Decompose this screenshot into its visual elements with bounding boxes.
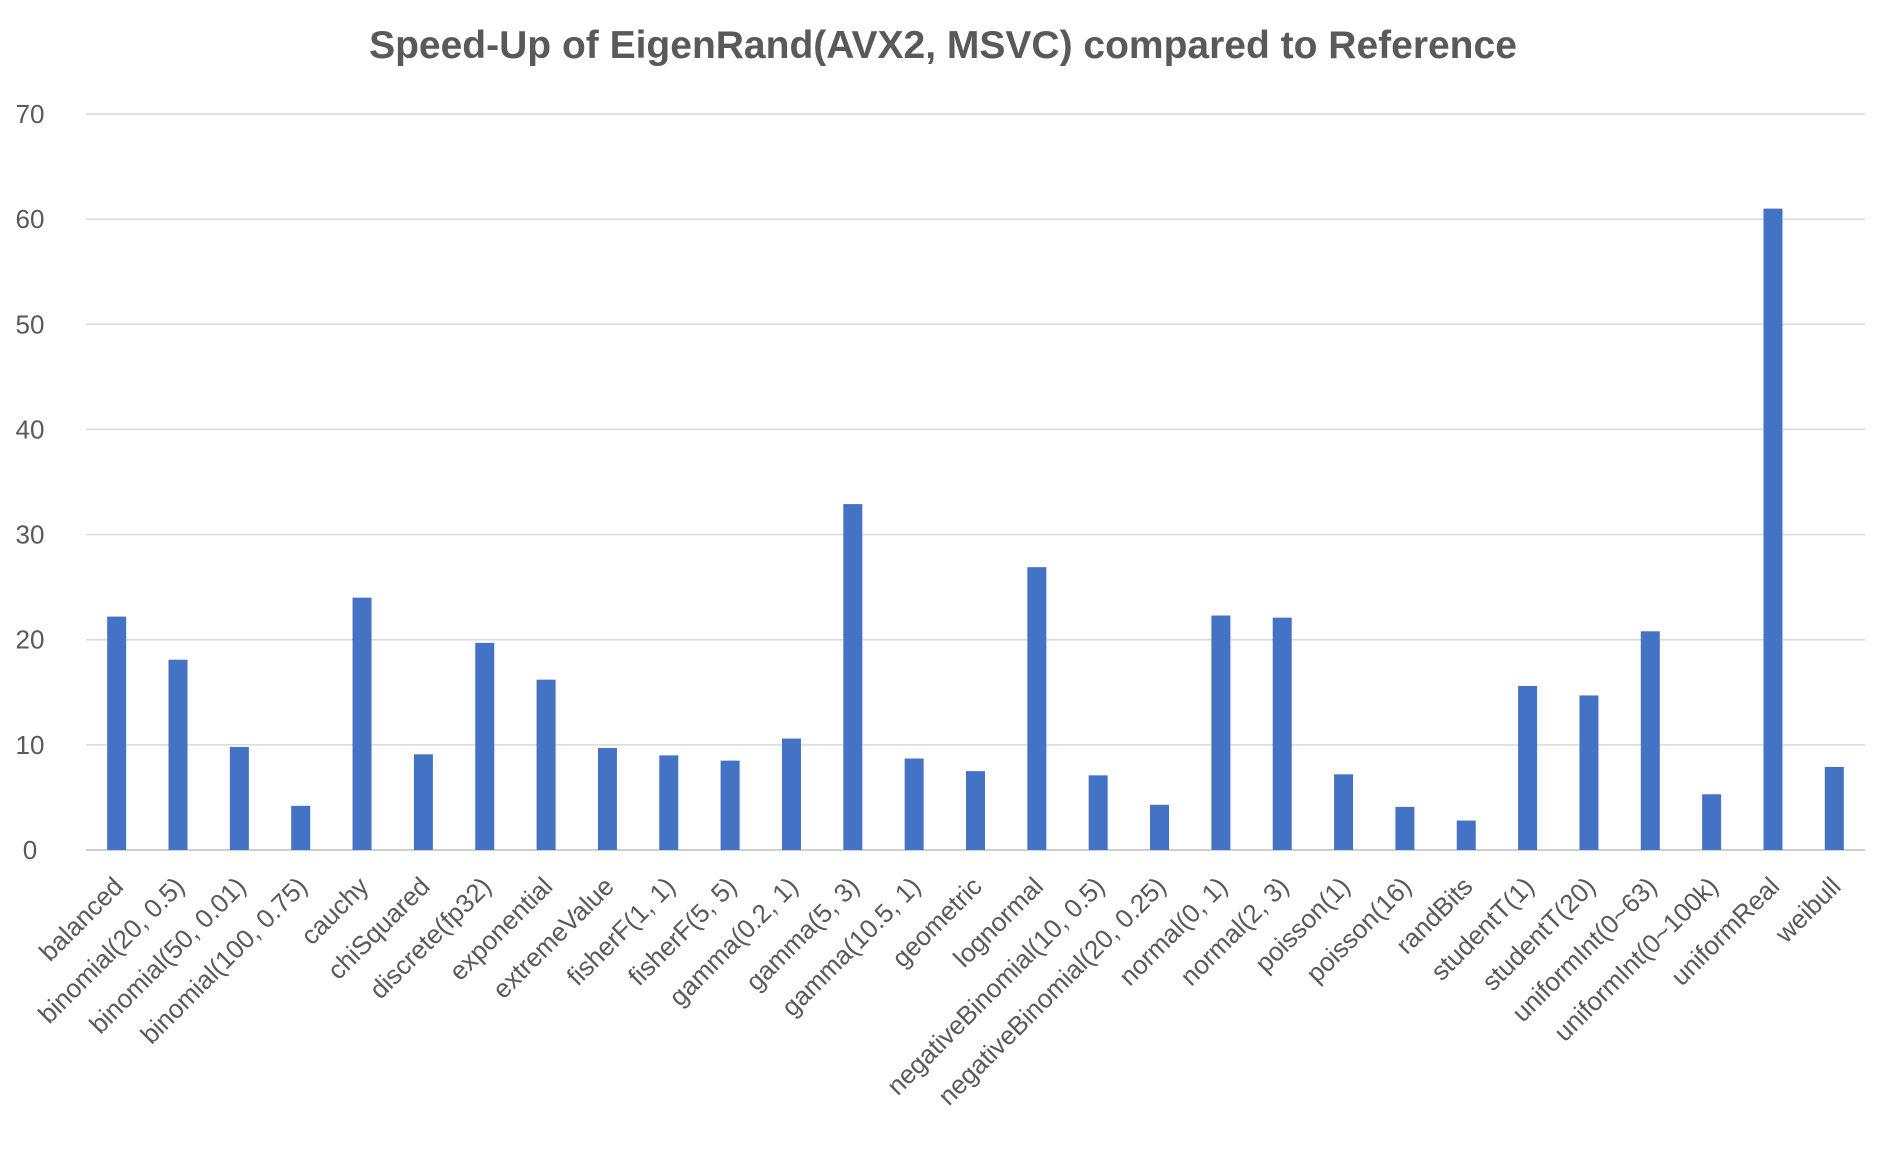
bar	[1395, 806, 1415, 850]
y-tick-label: 50	[16, 309, 45, 339]
bar	[720, 760, 740, 850]
bar	[413, 754, 433, 850]
bar	[1088, 775, 1108, 850]
bar	[291, 805, 311, 850]
x-tick-label: weibull	[1768, 871, 1846, 949]
bar	[1702, 794, 1722, 850]
y-tick-label: 0	[23, 835, 37, 865]
bar	[597, 748, 617, 850]
bar	[1334, 774, 1354, 850]
bars	[107, 208, 1844, 851]
gridlines	[86, 113, 1865, 851]
bar	[1518, 685, 1538, 850]
y-axis-ticks: 0 10 20 30 40 50 60 70	[16, 99, 45, 865]
bar	[966, 771, 985, 850]
bar	[1211, 615, 1231, 850]
bar	[1640, 631, 1660, 850]
bar	[1763, 208, 1783, 851]
y-tick-label: 70	[16, 99, 45, 129]
chart-title: Speed-Up of EigenRand(AVX2, MSVC) compar…	[369, 24, 1517, 67]
y-tick-label: 10	[16, 730, 45, 760]
bar	[352, 597, 372, 850]
y-tick-label: 20	[16, 625, 45, 655]
bar	[229, 746, 249, 850]
bar	[659, 755, 679, 850]
bar	[1579, 695, 1599, 850]
bar	[168, 659, 188, 850]
y-tick-label: 40	[16, 414, 45, 444]
bar	[1027, 567, 1047, 850]
bar	[781, 738, 801, 850]
bar	[107, 616, 127, 850]
bar	[904, 758, 924, 850]
bar	[843, 504, 863, 850]
y-tick-label: 30	[16, 520, 45, 550]
bar	[1824, 766, 1844, 850]
y-tick-label: 60	[16, 204, 45, 234]
bar	[1456, 820, 1476, 850]
bar	[1150, 804, 1170, 850]
bar	[1272, 617, 1292, 850]
bar	[475, 642, 495, 850]
bar	[536, 679, 556, 850]
